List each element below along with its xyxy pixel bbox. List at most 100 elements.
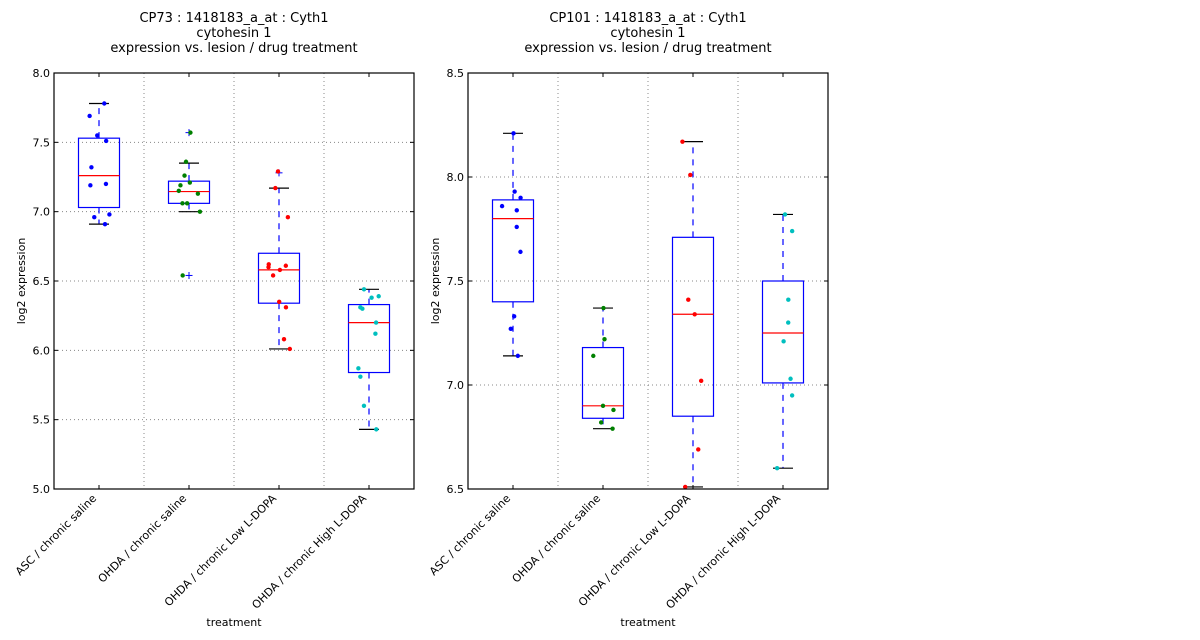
- data-point: [103, 181, 109, 187]
- data-point: [176, 188, 181, 194]
- data-point: [287, 346, 293, 352]
- data-point: [610, 426, 615, 431]
- data-point: [374, 427, 379, 432]
- box-iqr: [581, 346, 625, 419]
- data-point: [285, 215, 291, 220]
- data-point: [197, 209, 203, 214]
- data-point: [188, 130, 193, 135]
- data-point: [360, 306, 365, 311]
- x-axis-label: treatment: [620, 616, 676, 629]
- y-tick-label: 8.0: [447, 171, 465, 184]
- box-iqr: [347, 303, 391, 374]
- y-tick-label: 6.5: [447, 483, 465, 496]
- data-point: [376, 294, 381, 299]
- data-point: [602, 337, 607, 342]
- chart-cp73: CP73 : 1418183_a_at : Cyth1 cytohesin 1 …: [13, 11, 415, 629]
- plot-frame: [467, 72, 829, 490]
- box-iqr: [77, 137, 121, 209]
- data-point: [266, 264, 271, 270]
- chart-title-line-3: expression vs. lesion / drug treatment: [524, 41, 771, 56]
- data-point: [283, 305, 289, 310]
- box-iqr: [257, 252, 301, 304]
- chart-cp101: CP101 : 1418183_a_at : Cyth1 cytohesin 1…: [427, 11, 829, 629]
- y-axis-label: log2 expression: [15, 238, 28, 325]
- data-point: [518, 195, 523, 200]
- y-tick-label: 7.0: [33, 206, 51, 219]
- box-3: [671, 139, 715, 490]
- chart-title-line-2: cytohesin 1: [196, 26, 271, 41]
- box-2: [167, 129, 211, 279]
- data-point: [187, 180, 193, 185]
- chart-title-line-1: CP101 : 1418183_a_at : Cyth1: [549, 11, 746, 26]
- data-point: [683, 484, 688, 490]
- y-tick-label: 7.0: [447, 379, 465, 392]
- data-point: [356, 366, 361, 371]
- y-tick-label: 8.5: [447, 67, 465, 80]
- data-point: [514, 224, 519, 230]
- data-point: [688, 172, 693, 178]
- data-point: [499, 203, 505, 209]
- y-tick-label: 5.5: [33, 414, 51, 427]
- data-point: [107, 212, 112, 217]
- data-point: [103, 138, 109, 144]
- data-point: [514, 208, 519, 213]
- data-point: [696, 447, 701, 452]
- box-1: [77, 101, 121, 227]
- y-tick-label: 7.5: [447, 275, 465, 288]
- box-iqr: [671, 236, 715, 417]
- data-point: [277, 267, 283, 273]
- data-point: [275, 169, 281, 174]
- data-point: [789, 393, 795, 398]
- chart-title-line-1: CP73 : 1418183_a_at : Cyth1: [139, 11, 328, 26]
- data-point: [680, 139, 685, 144]
- data-point: [373, 320, 379, 325]
- data-point: [369, 295, 374, 300]
- y-tick-label: 7.5: [33, 136, 51, 149]
- box-4: [761, 212, 805, 471]
- data-point: [87, 113, 92, 119]
- data-point: [180, 201, 185, 206]
- data-point: [95, 133, 100, 138]
- data-point: [277, 299, 282, 304]
- y-tick-label: 6.5: [33, 275, 51, 288]
- data-point: [361, 403, 367, 408]
- data-point: [273, 185, 278, 191]
- box-1: [491, 131, 535, 359]
- x-tick-label: ASC / chronic saline: [13, 492, 99, 578]
- box-4: [347, 287, 391, 432]
- x-tick-label: OHDA / chronic saline: [96, 492, 190, 586]
- x-tick-label: ASC / chronic saline: [427, 492, 513, 578]
- data-point: [178, 183, 183, 188]
- data-point: [512, 189, 517, 194]
- data-point: [511, 131, 516, 136]
- data-point: [195, 191, 201, 196]
- y-tick-label: 6.0: [33, 344, 51, 357]
- data-point: [515, 353, 521, 359]
- data-point: [182, 173, 187, 178]
- box-3: [257, 169, 301, 352]
- data-point: [782, 212, 788, 217]
- data-point: [281, 337, 287, 342]
- x-tick-label: OHDA / chronic saline: [510, 492, 604, 586]
- y-axis-label: log2 expression: [429, 238, 442, 325]
- data-point: [283, 263, 289, 268]
- data-point: [89, 165, 94, 170]
- data-point: [600, 403, 606, 408]
- data-point: [358, 374, 363, 379]
- data-point: [92, 215, 97, 220]
- data-point: [781, 339, 786, 344]
- data-point: [184, 201, 190, 206]
- data-point: [788, 376, 793, 381]
- data-point: [511, 314, 517, 319]
- data-point: [102, 221, 108, 227]
- data-point: [508, 326, 513, 332]
- x-axis-label: treatment: [206, 616, 262, 629]
- data-point: [270, 273, 276, 278]
- data-point: [361, 287, 367, 292]
- data-point: [373, 331, 378, 336]
- data-point: [591, 353, 596, 359]
- plot-frame: [53, 72, 415, 490]
- data-point: [601, 305, 606, 311]
- data-point: [692, 312, 697, 317]
